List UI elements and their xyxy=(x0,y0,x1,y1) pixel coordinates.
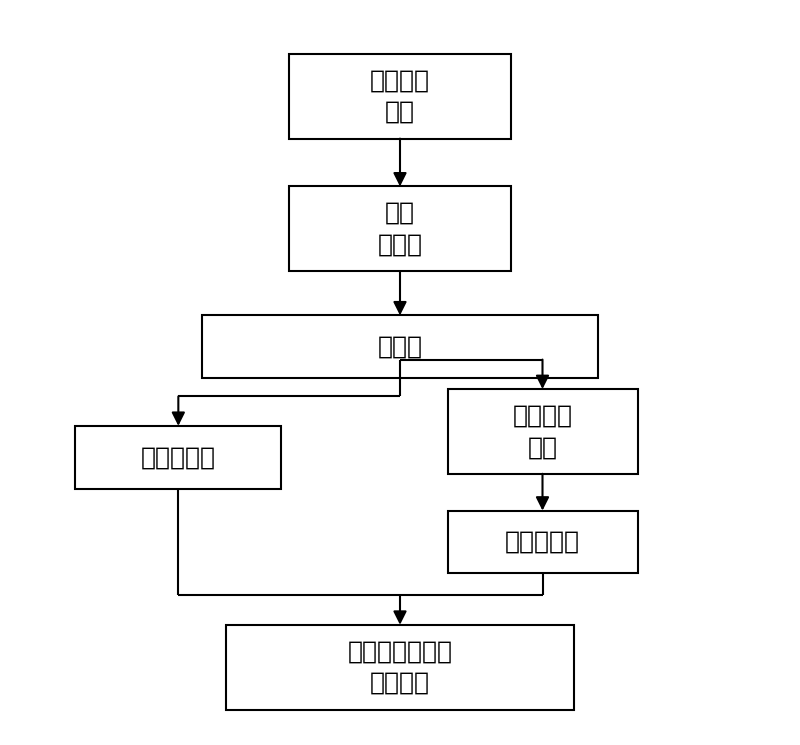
Bar xyxy=(447,510,638,573)
Text: 前置
预处理: 前置 预处理 xyxy=(378,201,422,256)
Text: 基于相位滤波的
波束输出: 基于相位滤波的 波束输出 xyxy=(347,639,453,695)
Text: 基阵接收
信号: 基阵接收 信号 xyxy=(370,69,430,124)
Bar xyxy=(289,186,511,271)
Text: 相位差序列: 相位差序列 xyxy=(505,530,580,554)
Text: 解析化: 解析化 xyxy=(378,335,422,358)
Bar xyxy=(202,315,598,378)
Bar xyxy=(289,54,511,139)
Text: 全波束处理: 全波束处理 xyxy=(141,446,216,469)
Bar xyxy=(226,625,574,709)
Text: 分裂波束
处理: 分裂波束 处理 xyxy=(513,404,573,459)
Bar xyxy=(447,389,638,474)
Bar xyxy=(75,426,282,489)
